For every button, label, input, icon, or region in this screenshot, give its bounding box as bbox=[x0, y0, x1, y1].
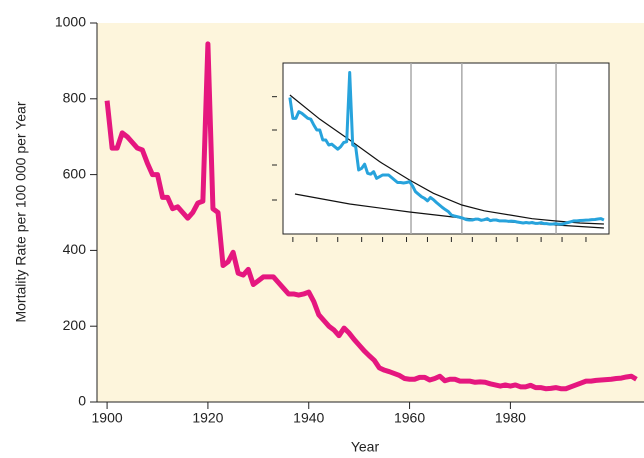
y-tick-label: 1000 bbox=[55, 14, 86, 30]
x-tick-label: 1960 bbox=[394, 410, 425, 426]
y-axis-label: Mortality Rate per 100 000 per Year bbox=[13, 101, 29, 322]
x-axis-label: Year bbox=[351, 439, 380, 455]
x-tick-label: 1980 bbox=[495, 410, 526, 426]
inset-fit-curve bbox=[289, 94, 604, 225]
x-tick-label: 1940 bbox=[293, 410, 324, 426]
y-tick-label: 400 bbox=[63, 241, 87, 257]
y-tick-label: 0 bbox=[78, 393, 86, 409]
x-tick-label: 1900 bbox=[92, 410, 123, 426]
y-tick-label: 600 bbox=[63, 165, 87, 181]
inset-data-line bbox=[288, 71, 605, 226]
data-line bbox=[104, 41, 638, 392]
y-tick-label: 800 bbox=[63, 90, 87, 106]
y-tick-label: 200 bbox=[63, 317, 87, 333]
x-tick-label: 1920 bbox=[192, 410, 223, 426]
